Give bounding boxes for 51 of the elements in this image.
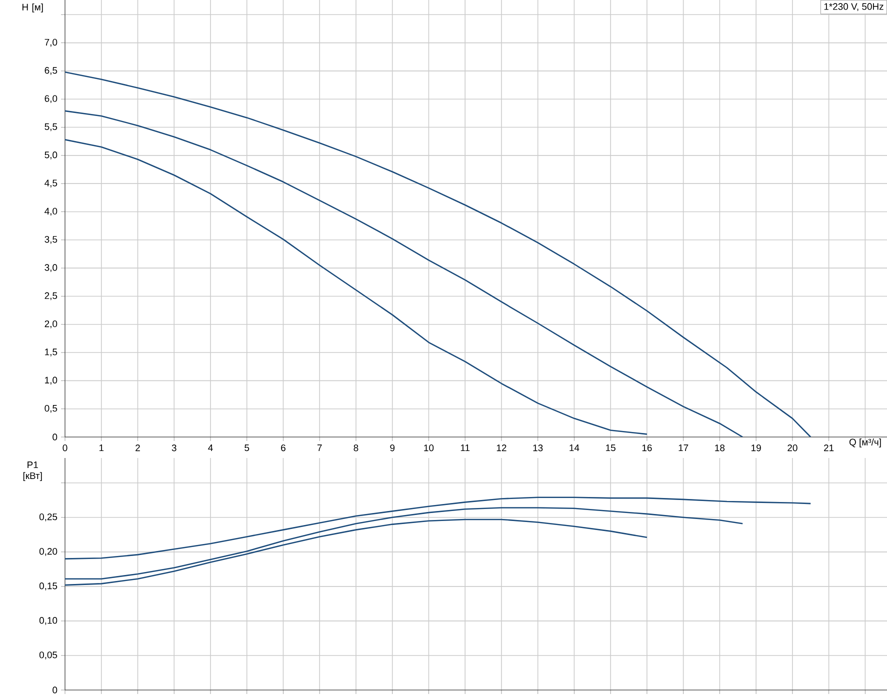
- y-tick-label: 4,5: [44, 180, 58, 188]
- y-tick-label: 0: [52, 686, 58, 694]
- y-tick-label: 2,0: [44, 320, 58, 328]
- x-tick-label: 21: [824, 444, 834, 452]
- x-tick-label: 0: [62, 444, 68, 452]
- y-tick-label: 5,5: [44, 123, 58, 132]
- y-tick-label: 3,5: [44, 236, 58, 244]
- x-tick-label: 14: [570, 444, 580, 452]
- x-tick-label: 7: [317, 444, 322, 452]
- y-tick-label: 0: [52, 434, 58, 440]
- x-tick-label: 10: [424, 444, 434, 452]
- line-series: [65, 139, 648, 435]
- y-tick-label: 3,0: [44, 264, 58, 272]
- line-series: [65, 110, 744, 438]
- x-tick-label: 12: [496, 444, 506, 452]
- y-tick-label: 0,25: [39, 513, 58, 522]
- x-tick-label: 18: [715, 444, 725, 452]
- y-tick-label: 4,0: [44, 208, 58, 216]
- y-tick-label: 0,05: [39, 652, 58, 660]
- y-tick-label: 0,5: [44, 404, 58, 413]
- chart-title: 1*230 V, 50Hz: [824, 3, 884, 12]
- y-tick-label: 7,0: [44, 38, 58, 47]
- x-tick-label: 3: [172, 444, 176, 452]
- x-tick-label: 5: [244, 444, 250, 452]
- x-tick-label: 15: [606, 444, 616, 452]
- x-tick-label: 13: [533, 444, 543, 452]
- y-tick-label: 6,0: [44, 95, 58, 104]
- x-tick-label: 6: [281, 444, 286, 452]
- y-tick-label: 5,0: [44, 152, 58, 160]
- x-tick-label: 16: [642, 444, 652, 452]
- y-tick-label: 1,5: [45, 348, 58, 356]
- y-axis-title: H [м]: [22, 4, 43, 12]
- x-tick-label: 1: [99, 444, 104, 452]
- y-tick-label: 6,5: [44, 67, 58, 75]
- line-series: [65, 71, 812, 438]
- y-tick-label: 0,20: [39, 548, 58, 556]
- y-axis-title: P1 [кВт]: [23, 462, 42, 481]
- line-series: [65, 496, 812, 560]
- y-tick-label: 0,10: [39, 617, 58, 625]
- x-tick-label: 2: [136, 444, 140, 452]
- x-axis-title: Q [м³/ч]: [849, 438, 881, 448]
- x-tick-label: 8: [354, 444, 358, 452]
- y-tick-label: 1,0: [45, 376, 58, 385]
- x-tick-label: 19: [752, 444, 761, 452]
- x-tick-label: 11: [460, 444, 470, 452]
- x-tick-label: 4: [208, 444, 213, 452]
- y-tick-label: 0,15: [39, 582, 58, 590]
- x-tick-label: 17: [678, 444, 688, 452]
- y-tick-label: 2,5: [44, 292, 58, 300]
- x-tick-label: 20: [788, 444, 798, 452]
- x-tick-label: 9: [390, 444, 395, 452]
